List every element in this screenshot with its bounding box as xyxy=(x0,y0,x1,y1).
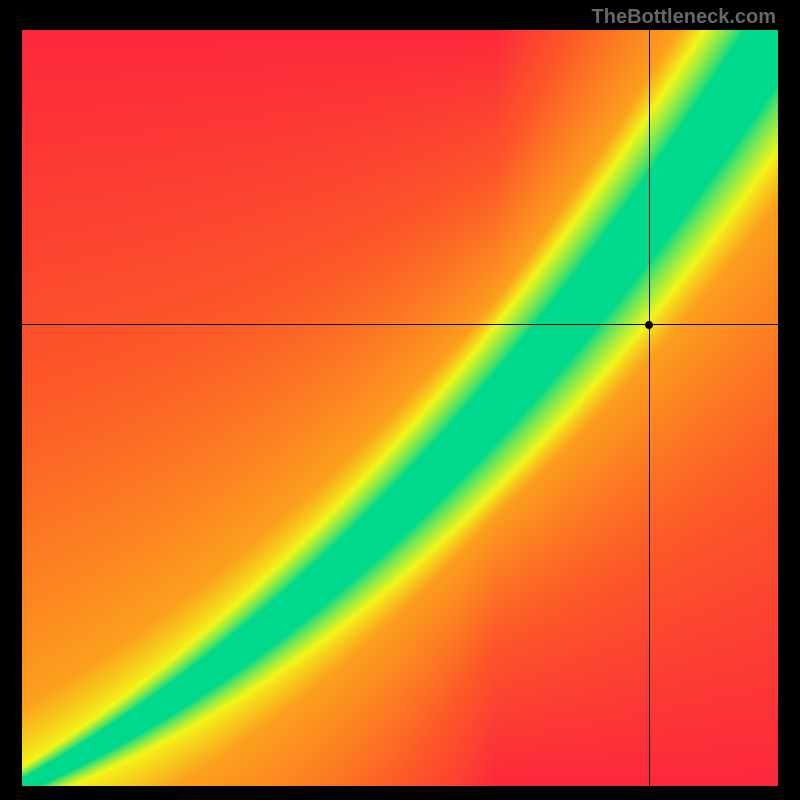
chart-container: TheBottleneck.com xyxy=(0,0,800,800)
bottleneck-heatmap xyxy=(22,30,778,786)
attribution-text: TheBottleneck.com xyxy=(592,6,776,29)
crosshair-vertical xyxy=(649,30,650,786)
operating-point-marker xyxy=(645,321,653,329)
plot-area xyxy=(22,30,778,786)
crosshair-horizontal xyxy=(22,324,778,325)
